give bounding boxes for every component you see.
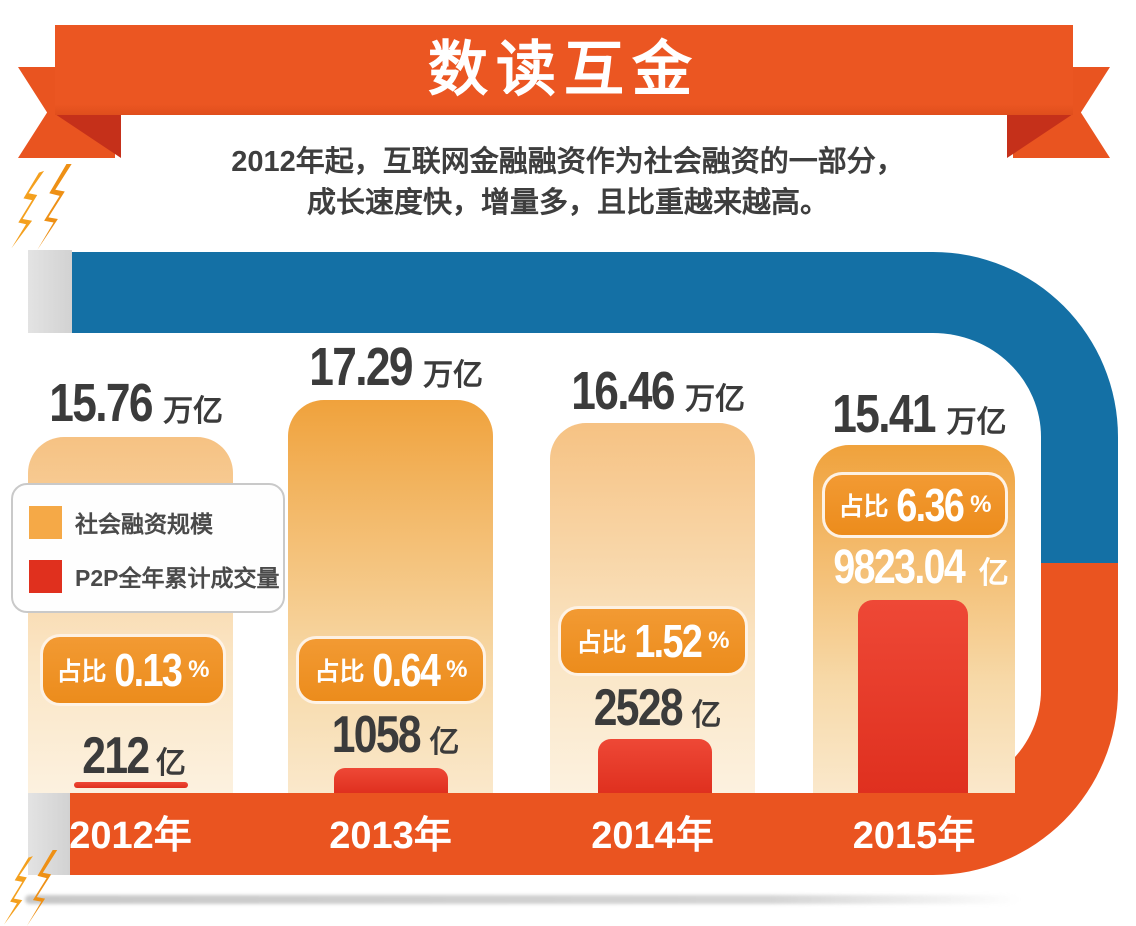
chart-subtitle: 2012年起，互联网金融融资作为社会融资的一部分， 成长速度快，增量多，且比重越…: [0, 142, 1136, 224]
ratio-badge-2014: 占比 1.52%: [558, 606, 748, 676]
axis-label-2012: 2012年: [69, 815, 192, 857]
ground-shadow: [25, 895, 1020, 904]
axis-label-2013: 2013年: [329, 815, 452, 857]
p2p-value-2014: 2528 亿: [593, 679, 722, 737]
ratio-badge-2013: 占比 0.64%: [296, 636, 486, 704]
axis-label-2015: 2015年: [852, 815, 976, 857]
social-value-2013: 17.29 万亿: [309, 337, 484, 397]
legend-item-p2p: P2P全年累计成交量: [29, 559, 279, 593]
pipe-blue: [70, 252, 1118, 563]
pipe-cap-top: [28, 250, 72, 333]
pipe-orange: [66, 563, 1118, 875]
page-title: 数读互金: [428, 36, 700, 103]
legend-swatch-social: [29, 505, 62, 539]
social-value-2014: 16.46 万亿: [571, 361, 746, 421]
axis-label-2014: 2014年: [591, 815, 714, 857]
legend: 社会融资规模 P2P全年累计成交量: [11, 483, 285, 613]
lightning-bolts-icon: [4, 850, 58, 926]
social-value-2015: 15.41 万亿: [832, 384, 1007, 444]
p2p-value-2015: 9823.04 亿: [833, 541, 1009, 594]
bar-p2p-2014: [598, 739, 712, 793]
legend-item-social: 社会融资规模: [29, 505, 267, 539]
title-banner: 数读互金: [55, 25, 1073, 115]
subtitle-line-1: 2012年起，互联网金融融资作为社会融资的一部分，: [231, 146, 905, 178]
p2p-value-2012: 212 亿: [82, 727, 186, 785]
bar-p2p-2013: [334, 768, 448, 793]
legend-swatch-p2p: [29, 559, 62, 593]
ratio-badge-2015: 占比 6.36%: [822, 472, 1008, 538]
bar-p2p-2012: [74, 782, 188, 788]
social-value-2012: 15.76 万亿: [49, 373, 224, 433]
bar-p2p-2015: [858, 600, 968, 793]
p2p-value-2013: 1058 亿: [331, 706, 460, 764]
ratio-badge-2012: 占比 0.13%: [40, 634, 226, 706]
subtitle-line-2: 成长速度快，增量多，且比重越来越高。: [306, 187, 829, 219]
bar-social-2013: [288, 400, 493, 793]
lightning-bolts-icon: [11, 164, 72, 250]
